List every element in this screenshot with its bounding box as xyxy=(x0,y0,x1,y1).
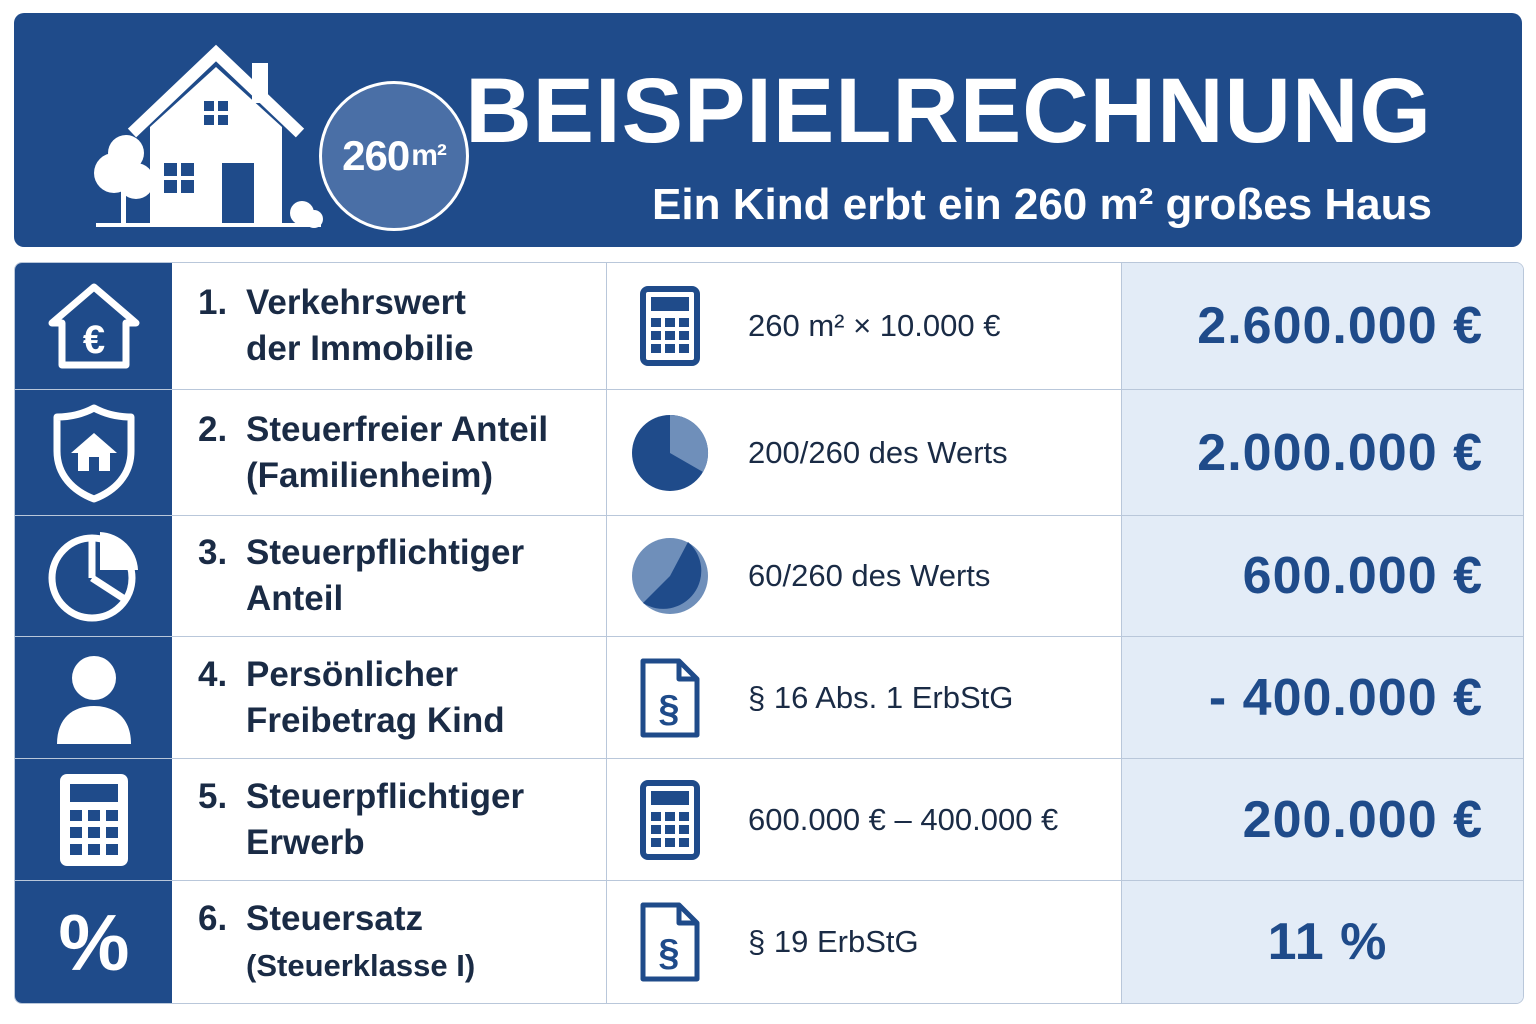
shield-house-icon xyxy=(53,404,134,502)
calculator-icon xyxy=(59,773,128,866)
svg-text:€: € xyxy=(82,318,104,362)
row-formula-cell: § § 19 ErbStG xyxy=(608,881,1122,1003)
row-label-line1: Steuerpflichtiger xyxy=(246,776,525,816)
row-number: 4. xyxy=(198,654,228,694)
row-icon-cell xyxy=(15,390,172,515)
row-number: 5. xyxy=(198,776,228,816)
pie-chart-icon xyxy=(48,532,138,622)
row-value: 200.000 € xyxy=(1122,759,1523,880)
row-label-line1: Steuersatz xyxy=(246,898,424,938)
row-icon-cell xyxy=(15,759,172,880)
row-formula: § 19 ErbStG xyxy=(748,924,919,959)
house-illustration-icon xyxy=(94,44,323,228)
calculator-icon xyxy=(640,286,700,366)
area-badge-value: 260 xyxy=(342,132,410,179)
row-label-cell: 1. Verkehrswert der Immobilie xyxy=(172,263,607,389)
svg-text:§: § xyxy=(658,932,679,974)
row-formula: 600.000 € – 400.000 € xyxy=(748,801,1059,837)
row-icon-cell: % xyxy=(15,881,172,1003)
row-icon-cell xyxy=(15,516,172,636)
row-value: 600.000 € xyxy=(1122,516,1523,636)
svg-text:§: § xyxy=(658,688,679,730)
row-formula: 260 m² × 10.000 € xyxy=(748,308,1001,343)
row-formula-cell: 200/260 des Werts xyxy=(608,390,1122,515)
table-row: 3. Steuerpflichtiger Anteil 60/260 des W… xyxy=(15,516,1523,637)
table-row: % 6. Steuersatz (Steuerklasse I) § § 19 … xyxy=(15,881,1523,1003)
pie-chart-icon xyxy=(632,538,708,614)
calculation-table: € 1. Verkehrswert der Immobilie xyxy=(14,262,1524,1004)
area-badge: 260 m² xyxy=(319,81,469,231)
row-label-line2: (Steuerklasse I) xyxy=(246,947,476,983)
row-formula-cell: 60/260 des Werts xyxy=(608,516,1122,636)
svg-text:%: % xyxy=(58,902,129,982)
row-number: 6. xyxy=(198,898,228,938)
row-icon-cell xyxy=(15,637,172,758)
document-paragraph-icon: § xyxy=(640,902,700,982)
row-value: - 400.000 € xyxy=(1122,637,1523,758)
row-label-cell: 4. Persönlicher Freibetrag Kind xyxy=(172,637,607,758)
pie-chart-icon xyxy=(632,414,709,491)
row-label-line1: Steuerpflichtiger xyxy=(246,533,525,572)
page-subtitle: Ein Kind erbt ein 260 m² großes Haus xyxy=(652,180,1432,229)
percent-icon: % xyxy=(58,902,129,982)
row-label-cell: 2. Steuerfreier Anteil (Familienheim) xyxy=(172,390,607,515)
row-label-cell: 5. Steuerpflichtiger Erwerb xyxy=(172,759,607,880)
house-euro-icon: € xyxy=(48,283,139,369)
row-number: 2. xyxy=(198,409,228,449)
row-formula: § 16 Abs. 1 ErbStG xyxy=(748,679,1014,715)
row-formula: 60/260 des Werts xyxy=(748,558,991,593)
row-formula: 200/260 des Werts xyxy=(748,434,1008,470)
row-label-line2: Anteil xyxy=(246,579,344,618)
row-label-line2: Erwerb xyxy=(246,822,365,862)
header-banner: 260 m² BEISPIELRECHNUNG Ein Kind erbt ei… xyxy=(14,13,1522,247)
row-label-line2: (Familienheim) xyxy=(246,455,493,495)
table-row: 2. Steuerfreier Anteil (Familienheim) 20… xyxy=(15,390,1523,516)
row-number: 3. xyxy=(198,533,228,572)
row-icon-cell: € xyxy=(15,263,172,389)
document-paragraph-icon: § xyxy=(640,658,700,737)
row-label-line1: Persönlicher xyxy=(246,654,459,694)
row-label-line2: Freibetrag Kind xyxy=(246,700,505,740)
table-row: € 1. Verkehrswert der Immobilie xyxy=(15,263,1523,390)
page-title: BEISPIELRECHNUNG xyxy=(465,60,1432,162)
table-row: 4. Persönlicher Freibetrag Kind § § 16 A… xyxy=(15,637,1523,759)
row-value: 2.600.000 € xyxy=(1122,263,1523,389)
person-icon xyxy=(56,655,131,744)
row-formula-cell: 260 m² × 10.000 € xyxy=(608,263,1122,389)
row-value: 2.000.000 € xyxy=(1122,390,1523,515)
area-badge-unit: m² xyxy=(411,139,447,172)
row-number: 1. xyxy=(198,283,228,322)
row-label-line1: Verkehrswert xyxy=(246,283,466,322)
row-label-cell: 3. Steuerpflichtiger Anteil xyxy=(172,516,607,636)
row-label-line2: der Immobilie xyxy=(246,329,474,368)
table-row: 5. Steuerpflichtiger Erwerb xyxy=(15,759,1523,881)
calculator-icon xyxy=(640,779,700,860)
row-formula-cell: 600.000 € – 400.000 € xyxy=(608,759,1122,880)
row-label-cell: 6. Steuersatz (Steuerklasse I) xyxy=(172,881,607,1003)
row-label-line1: Steuerfreier Anteil xyxy=(246,409,549,449)
row-value: 11 % xyxy=(1122,881,1523,1003)
row-formula-cell: § § 16 Abs. 1 ErbStG xyxy=(608,637,1122,758)
